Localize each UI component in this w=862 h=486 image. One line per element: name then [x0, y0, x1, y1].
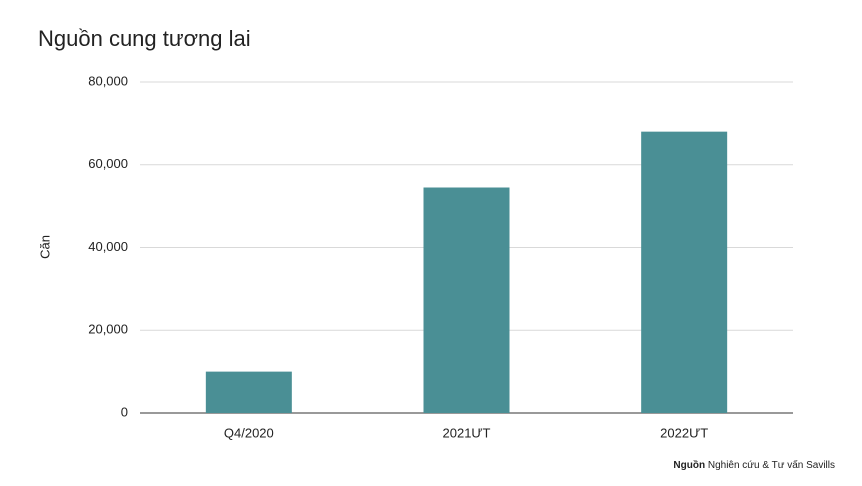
source-text: Nghiên cứu & Tư vấn Savills — [708, 459, 835, 471]
y-tick-label: 80,000 — [88, 73, 128, 88]
y-tick-label: 0 — [121, 404, 128, 419]
x-tick-label: 2021ƯT — [443, 425, 491, 440]
y-tick-label: 40,000 — [88, 239, 128, 254]
bar — [641, 131, 728, 413]
y-tick-label: 60,000 — [88, 156, 128, 171]
source-label: Nguồn — [673, 459, 705, 471]
x-tick-label: 2022ƯT — [660, 425, 708, 440]
chart-title: Nguồn cung tương lai — [38, 26, 251, 51]
x-tick-label: Q4/2020 — [224, 425, 274, 440]
source-note: Nguồn Nghiên cứu & Tư vấn Savills — [673, 459, 835, 471]
bar — [423, 187, 510, 413]
bar — [205, 371, 292, 413]
y-tick-label: 20,000 — [88, 322, 128, 337]
y-axis-label: Căn — [37, 235, 52, 259]
